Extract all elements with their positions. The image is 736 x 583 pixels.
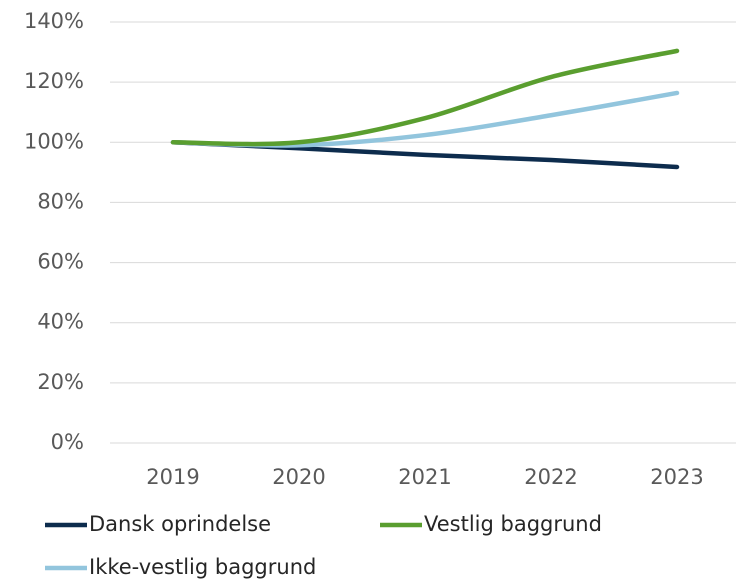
y-tick-label: 60% bbox=[37, 250, 84, 274]
legend-label: Dansk oprindelse bbox=[89, 512, 271, 536]
x-tick-label: 2021 bbox=[398, 465, 451, 489]
y-tick-label: 140% bbox=[24, 9, 84, 33]
y-tick-label: 40% bbox=[37, 310, 84, 334]
series-line bbox=[170, 48, 680, 147]
y-tick-label: 80% bbox=[37, 189, 84, 213]
x-tick-label: 2019 bbox=[146, 465, 199, 489]
x-tick-label: 2022 bbox=[524, 465, 577, 489]
y-tick-label: 0% bbox=[51, 430, 84, 454]
y-tick-label: 20% bbox=[37, 370, 84, 394]
legend-label: Ikke-vestlig baggrund bbox=[89, 555, 316, 579]
y-tick-label: 100% bbox=[24, 129, 84, 153]
y-tick-label: 120% bbox=[24, 69, 84, 93]
legend-label: Vestlig baggrund bbox=[424, 512, 602, 536]
x-tick-label: 2020 bbox=[272, 465, 325, 489]
x-tick-label: 2023 bbox=[650, 465, 703, 489]
